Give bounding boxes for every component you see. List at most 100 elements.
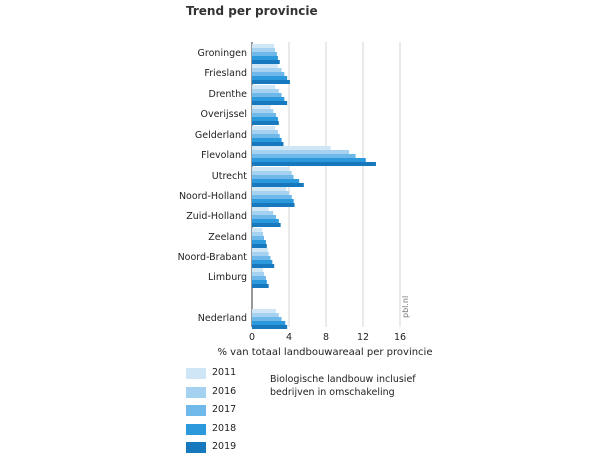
legend-item: 2016 — [186, 386, 276, 400]
bar — [252, 105, 271, 109]
category-label: Utrecht — [212, 171, 247, 182]
legend-label: 2018 — [212, 422, 237, 434]
category-label: Limburg — [208, 272, 247, 283]
bar — [252, 154, 356, 158]
category-label: Gelderland — [195, 130, 247, 141]
category-label: Zuid-Holland — [186, 211, 247, 222]
bar — [252, 317, 282, 321]
bar — [252, 52, 277, 56]
legend-swatch — [186, 405, 206, 416]
bar — [252, 146, 331, 150]
bar — [252, 280, 267, 284]
bar — [252, 264, 275, 268]
bar — [252, 85, 276, 89]
bar — [252, 240, 266, 244]
bar — [252, 260, 273, 264]
bar — [252, 175, 294, 179]
bar — [252, 109, 274, 113]
category-label: Overijssel — [200, 109, 247, 120]
bar — [252, 130, 278, 134]
category-label: Noord-Holland — [179, 191, 247, 202]
category-label: Noord-Brabant — [178, 252, 248, 263]
bar — [252, 97, 285, 101]
legend-swatch — [186, 442, 206, 453]
legend-label: 2017 — [212, 404, 237, 415]
bar — [252, 64, 278, 68]
legend-note: Biologische landbouw inclusief bedrijven… — [270, 374, 416, 398]
bar — [252, 256, 271, 260]
bar — [252, 167, 289, 171]
chart-title: Trend per provincie — [186, 4, 318, 18]
bar — [252, 121, 279, 125]
category-label: Friesland — [204, 68, 247, 79]
legend-item: 2018 — [186, 423, 276, 437]
bar — [252, 276, 266, 280]
bar — [252, 68, 282, 72]
legend-swatch — [186, 368, 206, 379]
bar — [252, 284, 269, 288]
bar — [252, 244, 267, 248]
bar — [252, 117, 278, 121]
bar — [252, 228, 263, 232]
bar — [252, 113, 277, 117]
x-tick-label: 16 — [394, 332, 406, 343]
x-tick-label: 12 — [357, 332, 369, 343]
bar — [252, 179, 300, 183]
legend-item: 2011 — [186, 367, 276, 381]
legend-label: 2016 — [212, 385, 237, 397]
bar — [252, 134, 280, 138]
source-label: pbl.nl — [401, 296, 410, 318]
bar — [252, 89, 279, 93]
bar — [252, 150, 350, 154]
category-label: Nederland — [198, 313, 247, 324]
bar — [252, 236, 265, 240]
bar — [252, 56, 278, 60]
bar — [252, 138, 282, 142]
bar — [252, 203, 295, 207]
bar — [252, 76, 288, 80]
bar — [252, 126, 276, 130]
bar — [252, 72, 285, 76]
bar — [252, 268, 264, 272]
category-label: Groningen — [198, 48, 247, 59]
bar — [252, 313, 279, 317]
bar — [252, 142, 284, 146]
bar — [252, 195, 292, 199]
bars-layer — [252, 44, 376, 329]
category-label: Flevoland — [201, 150, 247, 161]
bar — [252, 325, 288, 329]
bar — [252, 187, 287, 191]
labels-layer: 0 4 8 12 16 Groningen Friesland Drenthe Overijss… — [178, 48, 406, 343]
legend-item: 2017 — [186, 404, 276, 418]
legend-item: 2019 — [186, 441, 276, 455]
bar — [252, 171, 292, 175]
bar — [252, 101, 288, 105]
bar — [252, 207, 269, 211]
bar — [252, 248, 268, 252]
bar — [252, 211, 274, 215]
category-label: Zeeland — [208, 232, 247, 243]
bar — [252, 93, 282, 97]
legend-swatch — [186, 386, 206, 398]
x-tick-label: 0 — [249, 332, 255, 343]
bar — [252, 158, 366, 162]
legend-swatch — [186, 423, 206, 435]
bar — [252, 309, 277, 313]
bar — [252, 215, 277, 219]
bar — [252, 232, 264, 236]
bar — [252, 44, 275, 48]
x-tick-label: 4 — [286, 332, 292, 343]
legend-label: 2011 — [212, 367, 237, 378]
bar — [252, 252, 269, 256]
bar — [252, 162, 376, 166]
bar — [252, 191, 289, 195]
legend-label: 2019 — [212, 441, 237, 452]
bar — [252, 219, 279, 223]
x-tick-label: 8 — [323, 332, 329, 343]
bar — [252, 48, 276, 52]
bar — [252, 80, 290, 84]
bar — [252, 223, 281, 227]
x-axis-label: % van totaal landbouwareaal per provinci… — [218, 347, 433, 358]
bar — [252, 183, 304, 187]
